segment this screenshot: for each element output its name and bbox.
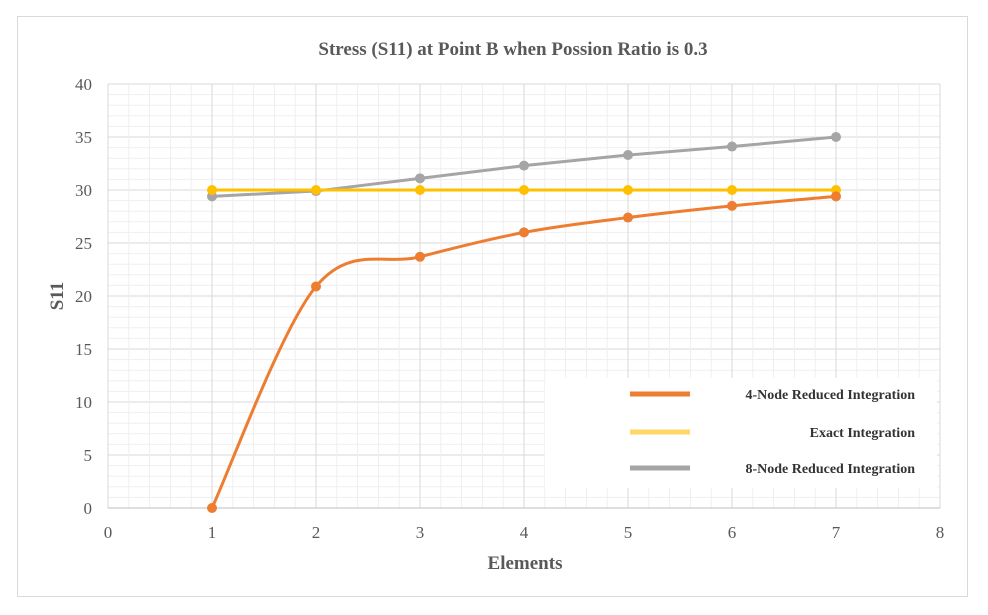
x-tick-label: 1 bbox=[208, 523, 217, 542]
x-tick-label: 7 bbox=[832, 523, 841, 542]
x-tick-label: 2 bbox=[312, 523, 321, 542]
x-tick-label: 8 bbox=[936, 523, 945, 542]
chart-title: Stress (S11) at Point B when Possion Rat… bbox=[318, 39, 707, 60]
y-tick-label: 25 bbox=[75, 234, 92, 253]
y-tick-label: 35 bbox=[75, 128, 92, 147]
data-point bbox=[519, 160, 529, 171]
data-point bbox=[831, 132, 841, 142]
data-point bbox=[415, 251, 425, 262]
x-tick-label: 6 bbox=[728, 523, 737, 542]
y-axis-title: S11 bbox=[47, 282, 68, 311]
data-point bbox=[207, 503, 217, 513]
legend-label: 4-Node Reduced Integration bbox=[745, 388, 915, 403]
x-tick-label: 5 bbox=[624, 523, 633, 542]
data-point bbox=[519, 227, 529, 238]
y-tick-label: 30 bbox=[75, 181, 92, 200]
data-point bbox=[727, 141, 737, 152]
data-point bbox=[831, 191, 841, 202]
x-tick-label: 3 bbox=[416, 523, 425, 542]
legend-background bbox=[545, 378, 937, 488]
y-tick-label: 40 bbox=[75, 75, 92, 94]
series-lines bbox=[207, 132, 841, 513]
y-tick-label: 20 bbox=[75, 287, 92, 306]
data-point bbox=[519, 185, 529, 195]
data-point bbox=[623, 185, 633, 195]
y-tick-label: 15 bbox=[75, 340, 92, 359]
data-point bbox=[623, 150, 633, 161]
data-point bbox=[727, 200, 737, 211]
legend-label: 8-Node Reduced Integration bbox=[745, 462, 915, 477]
x-axis-title: Elements bbox=[488, 553, 563, 574]
data-point bbox=[311, 185, 321, 195]
x-tick-label: 0 bbox=[104, 523, 113, 542]
data-point bbox=[415, 185, 425, 195]
y-tick-label: 5 bbox=[84, 446, 93, 465]
data-point bbox=[727, 185, 737, 195]
data-point bbox=[207, 185, 217, 195]
legend: 4-Node Reduced Integration Exact Integrat… bbox=[545, 378, 937, 488]
y-tick-label: 0 bbox=[84, 499, 93, 518]
data-point bbox=[623, 212, 633, 223]
tick-labels: 0 5 10 15 20 25 30 35 40 0 1 2 3 4 5 6 7 8 bbox=[75, 75, 944, 542]
data-point bbox=[415, 173, 425, 184]
legend-label: Exact Integration bbox=[810, 426, 916, 441]
data-point bbox=[311, 281, 321, 292]
x-tick-label: 4 bbox=[520, 523, 529, 542]
y-tick-label: 10 bbox=[75, 393, 92, 412]
